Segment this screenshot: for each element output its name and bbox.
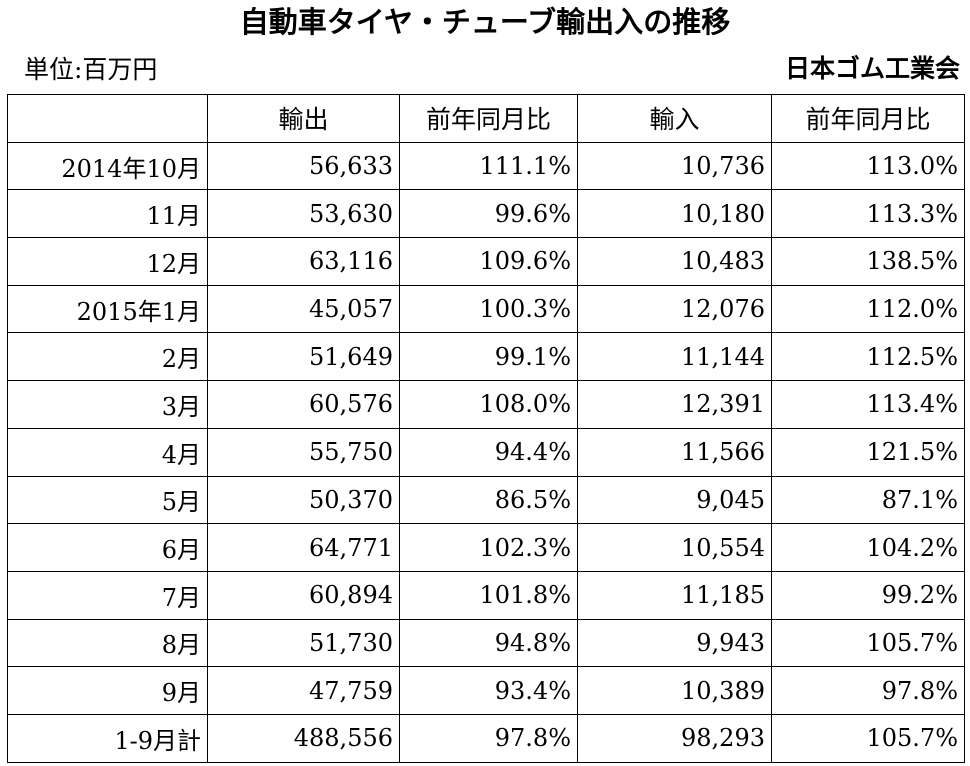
import-value-cell: 98,293 (577, 713, 772, 763)
export-value-cell: 60,894 (207, 570, 400, 620)
import-yoy-cell: 113.3% (771, 189, 965, 239)
export-value-cell: 56,633 (207, 141, 400, 191)
table-body: 2014年10月 56,633 111.1% 10,736 113.0% 11月 53,63… (7, 141, 965, 763)
export-value-cell: 53,630 (207, 189, 400, 239)
import-yoy-cell: 113.0% (771, 141, 965, 191)
source-label: 日本ゴム工業会 (784, 54, 960, 83)
table-row: 9月 47,759 93.4% 10,389 97.8% (7, 666, 965, 715)
import-yoy-cell: 138.5% (771, 237, 965, 286)
row-label-cell: 7月 (7, 570, 208, 620)
unit-label: 単位:百万円 (24, 55, 158, 84)
export-yoy-cell: 99.6% (399, 189, 578, 239)
export-yoy-cell: 102.3% (399, 523, 578, 572)
row-label-cell: 5月 (7, 475, 208, 525)
row-label-cell: 11月 (7, 189, 208, 239)
table-row: 2014年10月 56,633 111.1% 10,736 113.0% (7, 141, 965, 191)
export-yoy-cell: 101.8% (399, 570, 578, 620)
export-value-cell: 64,771 (207, 523, 400, 572)
data-table: 輸出 前年同月比 輸入 前年同月比 2014年10月 56,633 111.1% 10… (7, 94, 965, 763)
export-value-cell: 51,649 (207, 332, 400, 382)
table-row: 3月 60,576 108.0% 12,391 113.4% (7, 380, 965, 429)
table-header-row: 輸出 前年同月比 輸入 前年同月比 (7, 94, 965, 143)
import-yoy-cell: 104.2% (771, 523, 965, 572)
export-value-cell: 45,057 (207, 284, 400, 334)
import-yoy-cell: 112.0% (771, 284, 965, 334)
export-value-cell: 60,576 (207, 380, 400, 429)
export-yoy-cell: 86.5% (399, 475, 578, 525)
row-label-cell: 2014年10月 (7, 141, 208, 191)
table-row: 11月 53,630 99.6% 10,180 113.3% (7, 189, 965, 239)
row-label-cell: 6月 (7, 523, 208, 572)
row-label-cell: 4月 (7, 427, 208, 477)
export-yoy-cell: 93.4% (399, 666, 578, 715)
import-value-cell: 11,144 (577, 332, 772, 382)
import-yoy-cell: 99.2% (771, 570, 965, 620)
table-row: 2月 51,649 99.1% 11,144 112.5% (7, 332, 965, 382)
export-yoy-cell: 94.4% (399, 427, 578, 477)
import-value-cell: 9,943 (577, 618, 772, 668)
row-label-cell: 2月 (7, 332, 208, 382)
table-row: 1-9月計 488,556 97.8% 98,293 105.7% (7, 713, 965, 763)
export-value-cell: 51,730 (207, 618, 400, 668)
import-value-cell: 12,076 (577, 284, 772, 334)
import-value-cell: 10,554 (577, 523, 772, 572)
import-value-cell: 10,736 (577, 141, 772, 191)
import-yoy-cell: 112.5% (771, 332, 965, 382)
import-yoy-cell: 121.5% (771, 427, 965, 477)
table-row: 5月 50,370 86.5% 9,045 87.1% (7, 475, 965, 525)
table-row: 7月 60,894 101.8% 11,185 99.2% (7, 570, 965, 620)
export-value-cell: 55,750 (207, 427, 400, 477)
row-label-cell: 2015年1月 (7, 284, 208, 334)
export-value-cell: 63,116 (207, 237, 400, 286)
import-value-cell: 10,180 (577, 189, 772, 239)
import-yoy-cell: 105.7% (771, 618, 965, 668)
header-cell-import-yoy: 前年同月比 (771, 94, 965, 143)
import-yoy-cell: 97.8% (771, 666, 965, 715)
export-yoy-cell: 100.3% (399, 284, 578, 334)
import-yoy-cell: 105.7% (771, 713, 965, 763)
row-label-cell: 3月 (7, 380, 208, 429)
table-row: 4月 55,750 94.4% 11,566 121.5% (7, 427, 965, 477)
export-yoy-cell: 108.0% (399, 380, 578, 429)
row-label-cell: 9月 (7, 666, 208, 715)
export-value-cell: 50,370 (207, 475, 400, 525)
export-yoy-cell: 94.8% (399, 618, 578, 668)
import-value-cell: 11,566 (577, 427, 772, 477)
import-value-cell: 10,389 (577, 666, 772, 715)
export-value-cell: 488,556 (207, 713, 400, 763)
export-yoy-cell: 111.1% (399, 141, 578, 191)
header-cell-import: 輸入 (577, 94, 772, 143)
row-label-cell: 8月 (7, 618, 208, 668)
table-row: 12月 63,116 109.6% 10,483 138.5% (7, 237, 965, 286)
row-label-cell: 1-9月計 (7, 713, 208, 763)
header-cell-export: 輸出 (207, 94, 400, 143)
import-yoy-cell: 113.4% (771, 380, 965, 429)
import-value-cell: 9,045 (577, 475, 772, 525)
table-row: 6月 64,771 102.3% 10,554 104.2% (7, 523, 965, 572)
table-row: 8月 51,730 94.8% 9,943 105.7% (7, 618, 965, 668)
import-yoy-cell: 87.1% (771, 475, 965, 525)
import-value-cell: 10,483 (577, 237, 772, 286)
row-label-cell: 12月 (7, 237, 208, 286)
export-yoy-cell: 109.6% (399, 237, 578, 286)
table-row: 2015年1月 45,057 100.3% 12,076 112.0% (7, 284, 965, 334)
header-cell-label (7, 94, 208, 143)
import-value-cell: 11,185 (577, 570, 772, 620)
export-yoy-cell: 97.8% (399, 713, 578, 763)
header-cell-export-yoy: 前年同月比 (399, 94, 578, 143)
import-value-cell: 12,391 (577, 380, 772, 429)
export-value-cell: 47,759 (207, 666, 400, 715)
page-title: 自動車タイヤ・チューブ輸出入の推移 (239, 5, 731, 39)
export-yoy-cell: 99.1% (399, 332, 578, 382)
